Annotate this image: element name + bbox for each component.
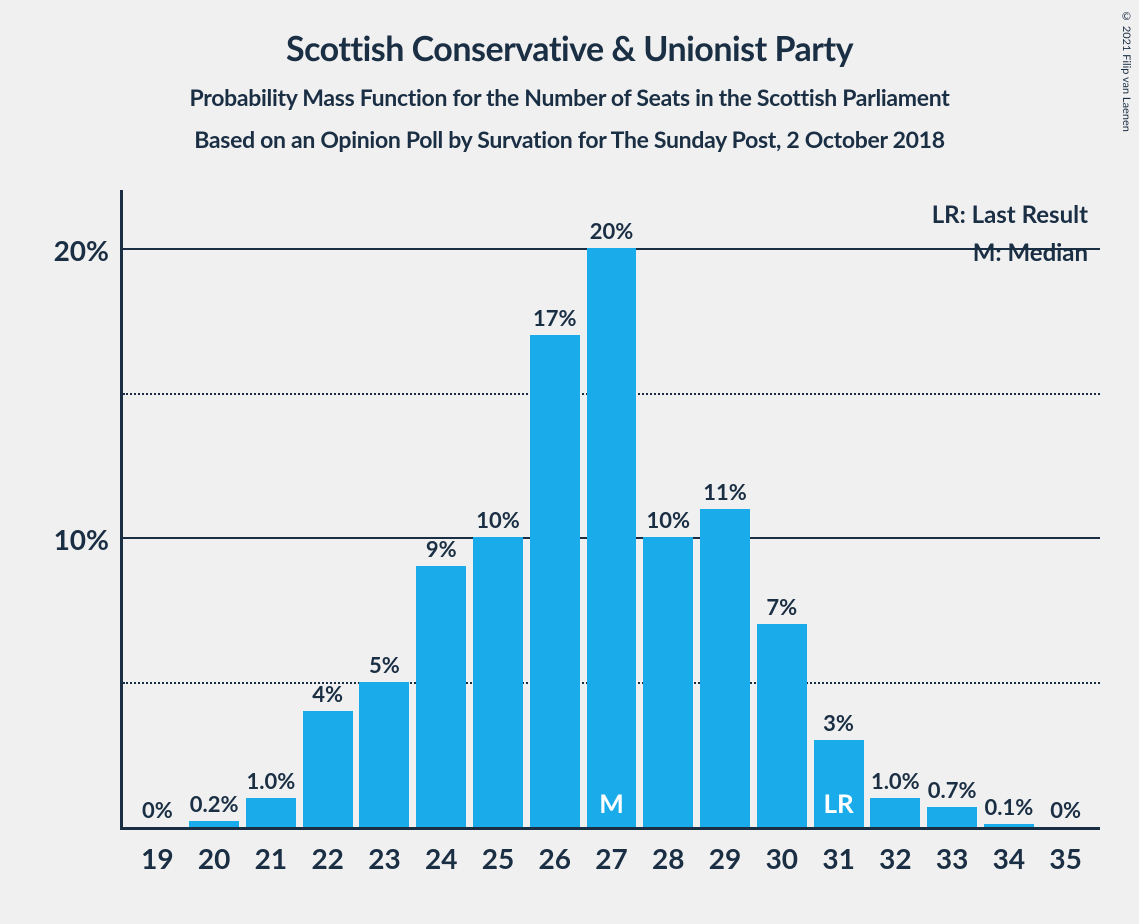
x-axis-label: 34 [980, 841, 1037, 875]
bar [303, 711, 353, 827]
bar-slot: 10% [640, 190, 697, 827]
bar-slot: 11% [697, 190, 754, 827]
bar-value-label: 3% [823, 709, 854, 736]
bar [757, 624, 807, 827]
bar-value-label: 20% [590, 217, 634, 244]
bar-slot: 5% [356, 190, 413, 827]
bar [530, 335, 580, 827]
bar-slot: 3% LR [810, 190, 867, 827]
bar [189, 821, 239, 827]
bar-slot: 17% [526, 190, 583, 827]
x-axis-label: 24 [413, 841, 470, 875]
x-axis-label: 25 [470, 841, 527, 875]
bar-inner-label: LR [823, 787, 853, 819]
x-axis-label: 27 [583, 841, 640, 875]
bar [416, 566, 466, 827]
bar: M [587, 248, 637, 827]
bar-value-label: 0.1% [984, 793, 1033, 820]
bar-value-label: 7% [766, 593, 797, 620]
bar [473, 537, 523, 827]
bar-slot: 20% M [583, 190, 640, 827]
bar-slot: 1.0% [867, 190, 924, 827]
bar-slot: 0% [129, 190, 186, 827]
bar [643, 537, 693, 827]
chart-title: Scottish Conservative & Unionist Party [0, 0, 1139, 69]
x-axis-label: 33 [924, 841, 981, 875]
x-axis-label: 21 [243, 841, 300, 875]
x-axis-labels: 1920212223242526272829303132333435 [123, 841, 1100, 875]
bar-slot: 0.7% [924, 190, 981, 827]
bar-value-label: 5% [369, 651, 400, 678]
x-axis-label: 28 [640, 841, 697, 875]
bar-value-label: 9% [426, 535, 457, 562]
x-axis-label: 26 [526, 841, 583, 875]
bar-slot: 10% [470, 190, 527, 827]
bar: LR [814, 740, 864, 827]
bar-slot: 4% [299, 190, 356, 827]
bar-value-label: 10% [476, 506, 520, 533]
bar-slot: 7% [753, 190, 810, 827]
bar [927, 807, 977, 827]
bar [870, 798, 920, 827]
x-axis-label: 30 [753, 841, 810, 875]
bar-slot: 0.1% [980, 190, 1037, 827]
x-axis-label: 20 [186, 841, 243, 875]
x-axis-label: 29 [697, 841, 754, 875]
bar-inner-label: M [599, 787, 624, 819]
bar-value-label: 0.2% [190, 790, 239, 817]
x-axis-label: 31 [810, 841, 867, 875]
bar-value-label: 4% [312, 680, 343, 707]
x-axis-label: 23 [356, 841, 413, 875]
bar-value-label: 1.0% [871, 767, 920, 794]
bar [984, 824, 1034, 827]
bar-value-label: 0% [142, 796, 173, 823]
bar-slot: 9% [413, 190, 470, 827]
bar-slot: 1.0% [243, 190, 300, 827]
chart-subtitle-2: Based on an Opinion Poll by Survation fo… [0, 125, 1139, 153]
bar-value-label: 11% [703, 478, 747, 505]
bar-value-label: 0.7% [928, 776, 977, 803]
chart-subtitle-1: Probability Mass Function for the Number… [0, 83, 1139, 111]
bar-value-label: 0% [1050, 796, 1081, 823]
bar [359, 682, 409, 827]
y-axis-label: 20% [54, 233, 123, 267]
chart-plot-area: LR: Last Result M: Median 20%10% 0%0.2%1… [120, 190, 1100, 830]
x-axis-label: 19 [129, 841, 186, 875]
x-axis-label: 35 [1037, 841, 1094, 875]
bar [246, 798, 296, 827]
x-axis-label: 32 [867, 841, 924, 875]
bar [700, 509, 750, 828]
bar-value-label: 17% [533, 304, 577, 331]
y-axis-label: 10% [54, 522, 123, 556]
copyright-text: © 2021 Filip van Laenen [1120, 10, 1133, 132]
bars-container: 0% 0.2% 1.0% 4% 5% 9% 10% 17% 20% M 10% 11% 7% 3% LR 1.… [123, 190, 1100, 827]
x-axis-label: 22 [299, 841, 356, 875]
bar-slot: 0.2% [186, 190, 243, 827]
bar-value-label: 10% [646, 506, 690, 533]
bar-value-label: 1.0% [247, 767, 296, 794]
bar-slot: 0% [1037, 190, 1094, 827]
